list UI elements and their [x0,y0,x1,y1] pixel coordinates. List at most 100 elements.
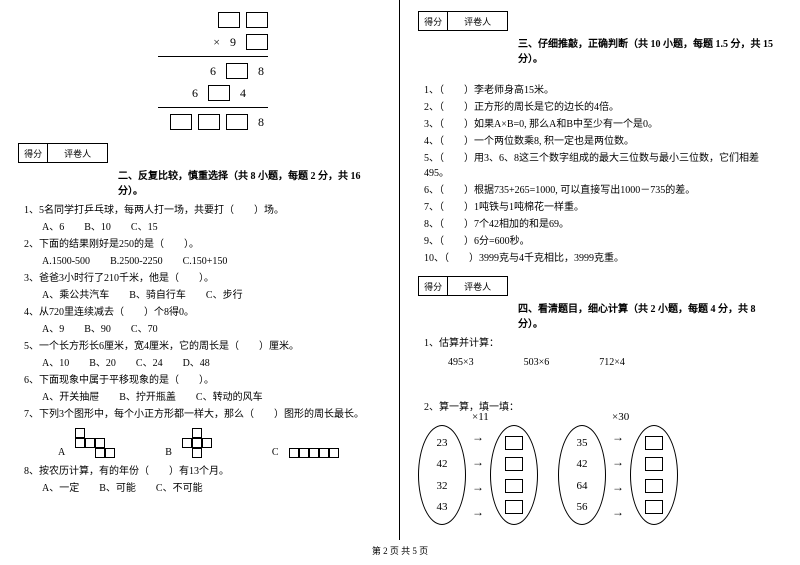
calc-b: 503×6 [524,357,550,368]
oval-val: 42 [577,458,588,470]
oval-group-2: ×30 35 42 64 56 → → → → [558,425,678,525]
digit: 4 [236,86,250,101]
blank-box [645,436,663,450]
judge-7: 7、（ ）1吨铁与1吨棉花一样重。 [424,200,782,215]
question-8: 8、按农历计算，有的年份（ ）有13个月。 [24,464,382,479]
mult-label-2: ×30 [612,411,629,423]
question-4: 4、从720里连续减去（ ）个8得0。 [24,305,382,320]
question-4-options: A、9 B、90 C、70 [42,322,382,337]
digit: 6 [206,64,220,79]
blank-box [198,114,220,130]
opt: A、6 [42,222,64,233]
score-box: 得分 评卷人 [18,143,108,163]
input-oval-2: 35 42 64 56 [558,425,606,525]
digit: 8 [254,64,268,79]
blank-box [505,436,523,450]
opt: D、48 [183,358,210,369]
opt: B、拧开瓶盖 [119,392,176,403]
shape-a [75,428,135,458]
judge-4: 4、（ ）一个两位数乘8, 积一定也是两位数。 [424,134,782,149]
opt: A、10 [42,358,69,369]
rule-line [158,107,268,108]
arrows: → → → → [612,430,624,520]
opt: B、20 [89,358,116,369]
oval-val: 64 [577,480,588,492]
opt: C、24 [136,358,163,369]
section-4-title: 四、看清题目，细心计算（共 2 小题，每题 4 分，共 8 分）。 [518,300,782,330]
oval-val: 32 [437,480,448,492]
grader-label: 评卷人 [48,144,107,162]
calc-a: 495×3 [448,357,474,368]
score-box: 得分 评卷人 [418,276,508,296]
arrow-icon: → [612,505,624,520]
digit: 9 [226,35,240,50]
question-3: 3、爸爸3小时行了210千米，他是（ ）。 [24,271,382,286]
question-6: 6、下面现象中属于平移现象的是（ ）。 [24,373,382,388]
opt: C、步行 [206,290,243,301]
grader-label: 评卷人 [448,277,507,295]
section-2-title: 二、反复比较，慎重选择（共 8 小题，每题 2 分，共 16 分）。 [118,167,382,197]
oval-val: 23 [437,437,448,449]
opt: C.150+150 [183,256,228,267]
judge-2: 2、（ ）正方形的周长是它的边长的4倍。 [424,100,782,115]
digit: 8 [254,115,268,130]
blank-box [645,457,663,471]
arrow-icon: → [612,430,624,445]
grader-label: 评卷人 [448,12,507,30]
section-3-title: 三、仔细推敲，正确判断（共 10 小题，每题 1.5 分，共 15 分）。 [518,35,782,65]
rule-line [158,56,268,57]
question-8-options: A、一定B、可能C、不可能 [42,481,382,496]
score-label: 得分 [419,12,448,30]
right-column: 得分 评卷人 三、仔细推敲，正确判断（共 10 小题，每题 1.5 分，共 15… [400,0,800,540]
page-footer: 第 2 页 共 5 页 [0,540,800,557]
question-2: 2、下面的结果刚好是250的是（ ）。 [24,237,382,252]
vertical-multiplication: ×9 68 64 8 [118,9,268,133]
times-sign: × [213,35,220,50]
opt: A、一定 [42,483,79,494]
question-5-options: A、10 B、20 C、24 D、48 [42,356,382,371]
arrow-icon: → [612,480,624,495]
opt: A、9 [42,324,64,335]
opt: B、可能 [99,483,136,494]
calc-c: 712×4 [599,357,625,368]
blank-box [218,12,240,28]
opt: C、70 [131,324,158,335]
blank-box [226,63,248,79]
opt: B.2500-2250 [110,256,163,267]
question-5: 5、一个长方形长6厘米，宽4厘米，它的周长是（ ）厘米。 [24,339,382,354]
opt: B、90 [84,324,111,335]
arrow-icon: → [472,430,484,445]
ovals-diagram: ×11 23 42 32 43 → → → → [418,425,782,525]
shape-c-label: C [272,447,279,458]
score-box: 得分 评卷人 [418,11,508,31]
question-7: 7、下列3个图形中，每个小正方形都一样大，那么（ ）图形的周长最长。 [24,407,382,422]
blank-box [505,479,523,493]
question-6-options: A、开关抽屉 B、拧开瓶盖 C、转动的风车 [42,390,382,405]
oval-group-1: ×11 23 42 32 43 → → → → [418,425,538,525]
blank-box [170,114,192,130]
oval-val: 56 [577,501,588,513]
opt: C、转动的风车 [196,392,263,403]
judge-3: 3、（ ）如果A×B=0, 那么A和B中至少有一个是0。 [424,117,782,132]
judge-9: 9、（ ）6分=600秒。 [424,234,782,249]
arrow-icon: → [472,505,484,520]
shape-options: A B C [58,428,382,458]
judge-6: 6、（ ）根据735+265=1000, 可以直接写出1000－735的差。 [424,183,782,198]
shape-a-label: A [58,447,65,458]
question-3-options: A、乘公共汽车B、骑自行车C、步行 [42,288,382,303]
calc-label: 1、估算并计算： [424,336,782,351]
opt: A、开关抽屉 [42,392,99,403]
calc-row: 495×3 503×6 712×4 [448,357,782,368]
blank-box [208,85,230,101]
score-label: 得分 [419,277,448,295]
blank-box [645,479,663,493]
mult-label-1: ×11 [472,411,489,423]
left-column: ×9 68 64 8 得分 评卷人 二、反复比较，慎重选择（共 8 小题，每题 … [0,0,400,540]
opt: A.1500-500 [42,256,90,267]
blank-box [246,34,268,50]
oval-val: 43 [437,501,448,513]
oval-val: 35 [577,437,588,449]
shape-c [289,448,349,458]
arrow-icon: → [612,455,624,470]
input-oval-1: 23 42 32 43 [418,425,466,525]
